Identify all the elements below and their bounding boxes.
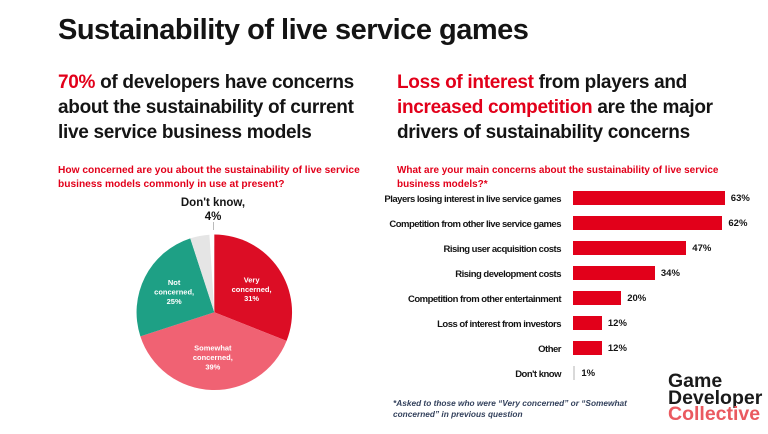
svg-text:25%: 25%	[167, 297, 182, 306]
svg-text:Somewhat: Somewhat	[195, 344, 233, 353]
svg-text:Very: Very	[244, 275, 261, 284]
svg-text:concerned,: concerned,	[232, 285, 272, 294]
svg-text:concerned,: concerned,	[193, 353, 233, 362]
svg-text:31%: 31%	[245, 294, 260, 303]
svg-text:concerned,: concerned,	[155, 288, 195, 297]
svg-text:Not: Not	[168, 278, 181, 287]
svg-text:39%: 39%	[206, 362, 221, 371]
